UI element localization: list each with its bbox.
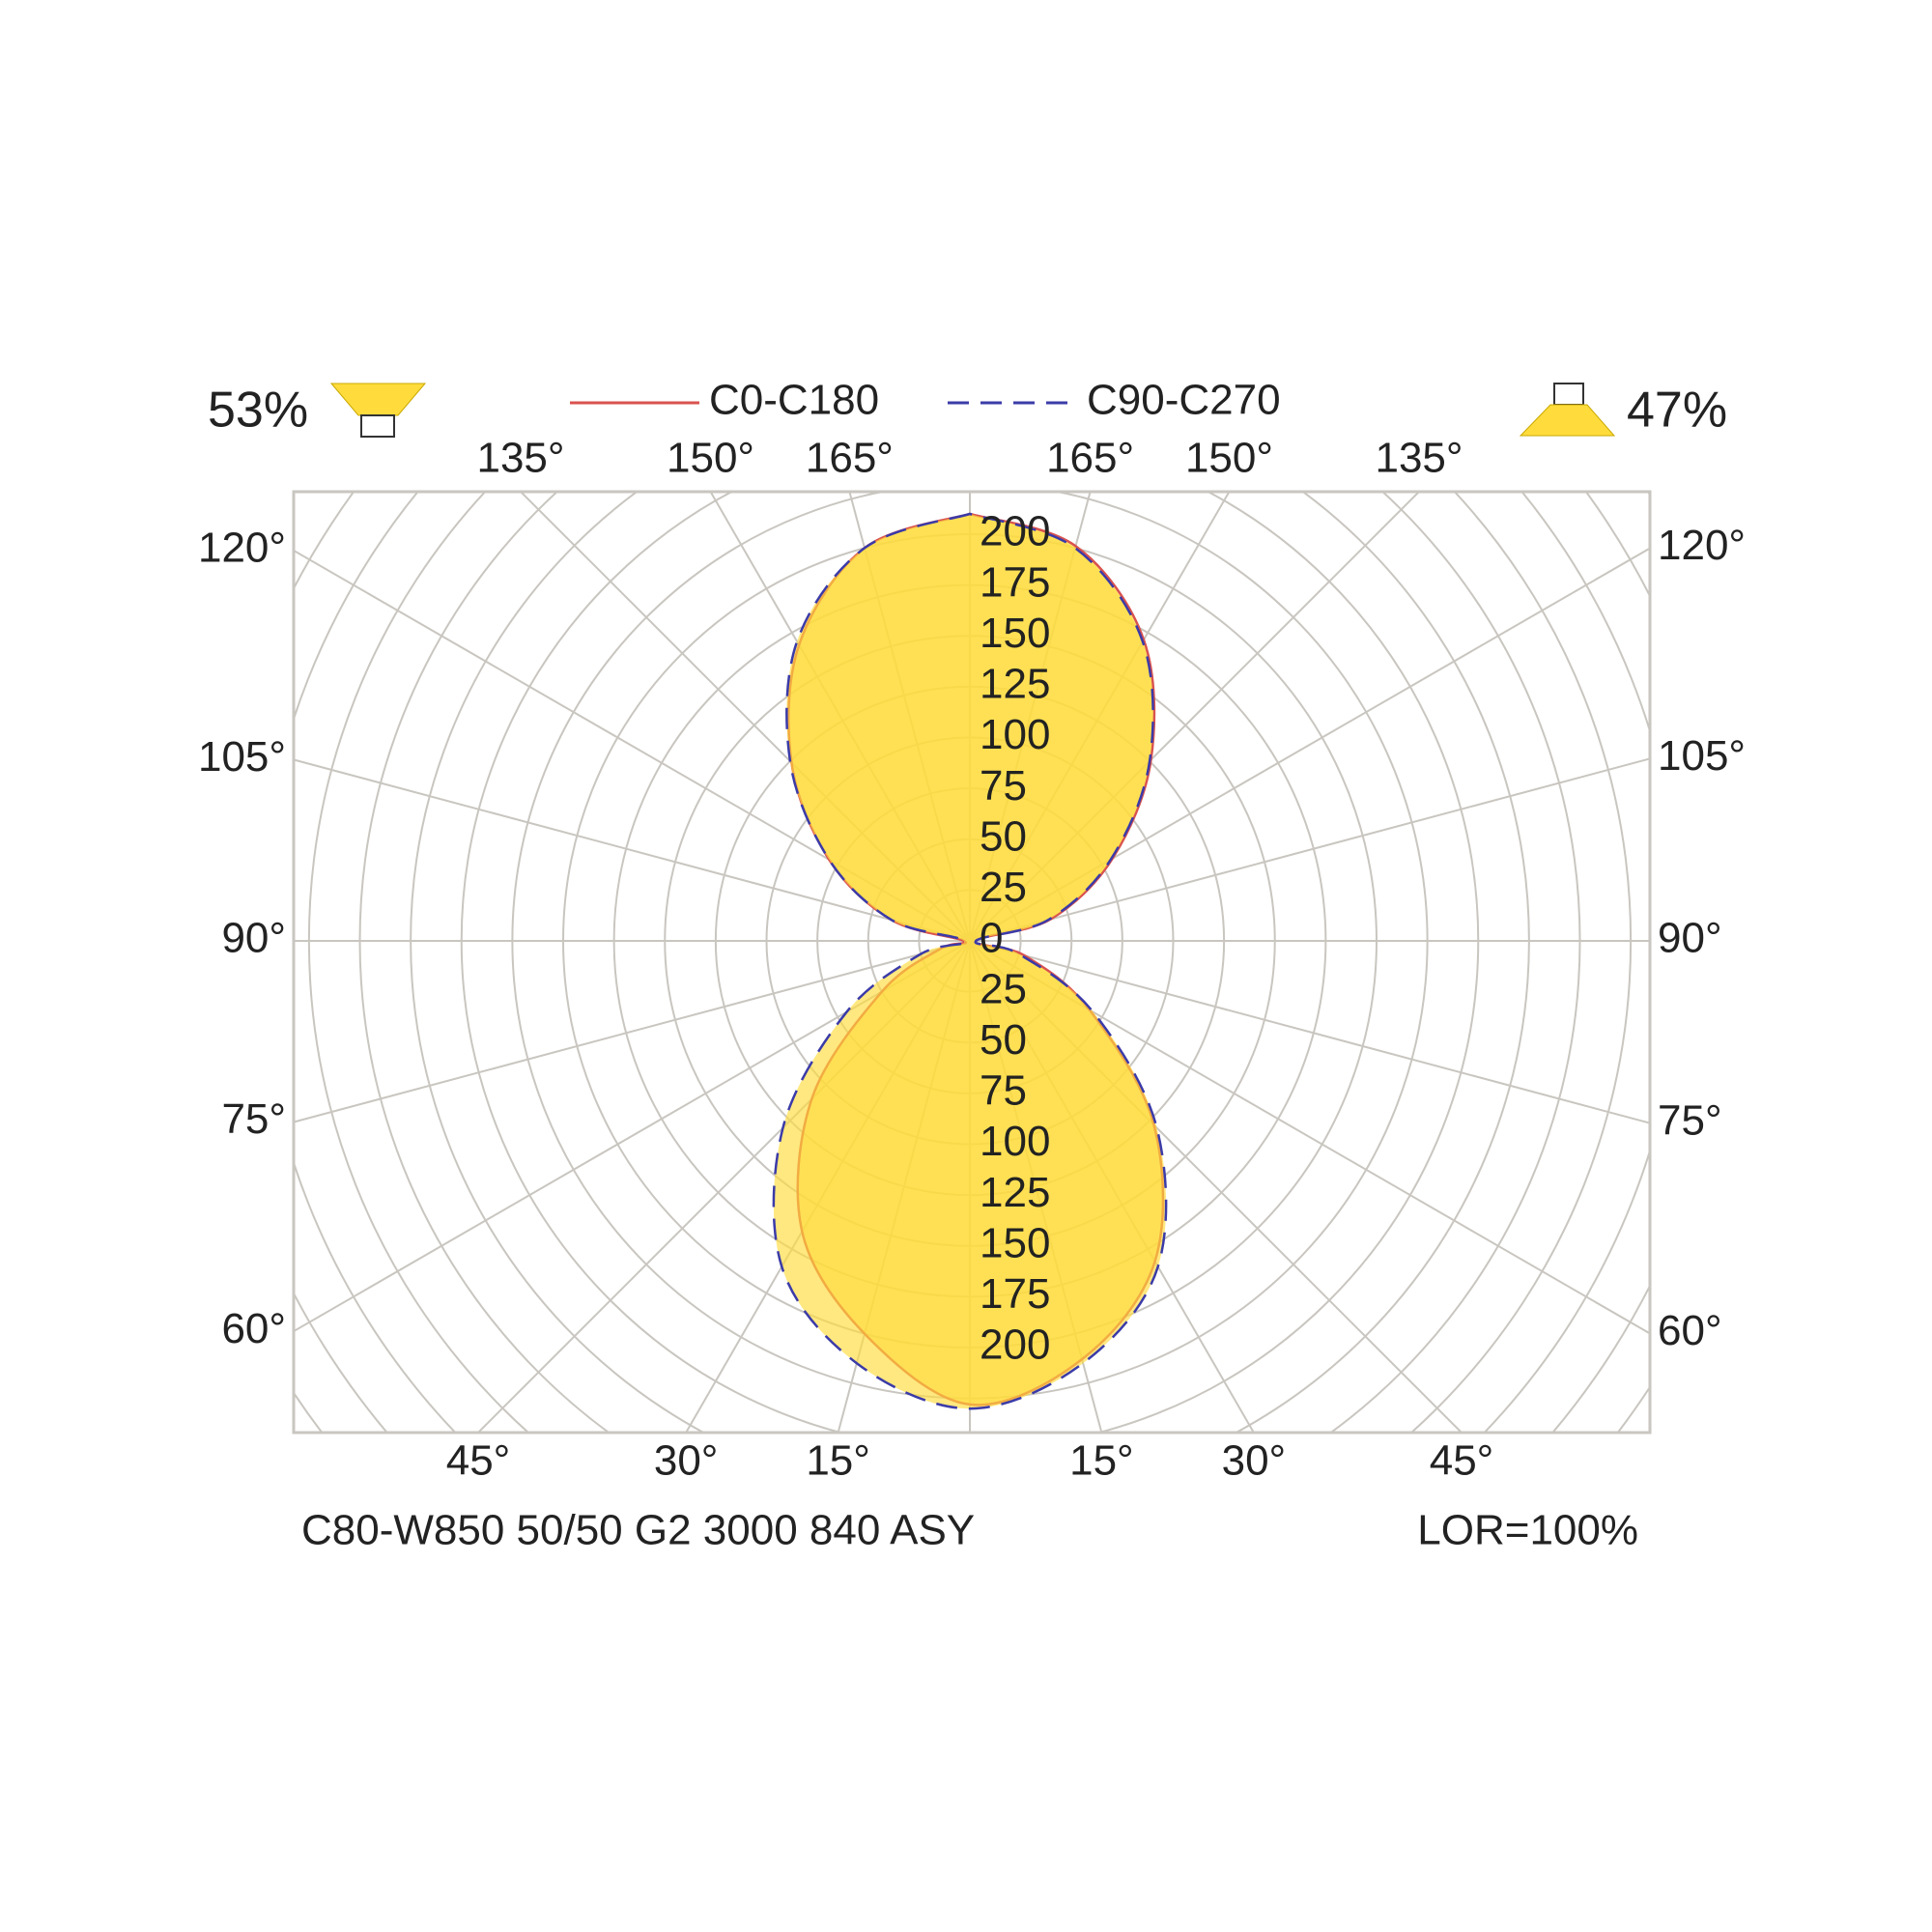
r-tick-label: 0 <box>980 915 1003 962</box>
angle-tick-label: 120° <box>198 524 286 571</box>
r-tick-label: 200 <box>980 1321 1050 1369</box>
downlight-icon <box>329 383 427 438</box>
flux-down-label: 53% <box>208 383 308 439</box>
r-tick-label: 150 <box>980 610 1050 657</box>
angle-tick-label: 45° <box>1430 1437 1494 1485</box>
r-tick-label: 100 <box>980 1118 1050 1165</box>
legend-label: C0-C180 <box>709 377 879 424</box>
r-tick-label: 200 <box>980 508 1050 555</box>
frame <box>292 490 1652 1435</box>
angle-tick-label: 60° <box>221 1305 286 1352</box>
intensity-area <box>773 514 1167 1409</box>
intensity-curve <box>772 512 1168 1410</box>
curves <box>772 512 1168 1410</box>
r-tick-label: 125 <box>980 1169 1050 1216</box>
angle-tick-label: 90° <box>1658 915 1722 962</box>
grid-ray <box>969 940 1650 1124</box>
angle-tick-label: 135° <box>1375 435 1463 482</box>
labels: C0-C180 C90-C2700252550507575100100125125… <box>198 377 1746 1485</box>
angle-tick-label: 30° <box>1222 1437 1287 1485</box>
r-tick-label: 150 <box>980 1219 1050 1266</box>
r-tick-label: 50 <box>980 812 1027 860</box>
legend-label: C90-C270 <box>1087 377 1281 424</box>
r-tick-label: 175 <box>980 558 1050 606</box>
footer-left: C80-W850 50/50 G2 3000 840 ASY <box>301 1507 975 1554</box>
r-tick-label: 75 <box>980 762 1027 810</box>
r-tick-label: 25 <box>980 864 1027 911</box>
angle-tick-label: 135° <box>476 435 564 482</box>
angle-tick-label: 105° <box>198 733 286 781</box>
angle-tick-label: 60° <box>1658 1307 1722 1354</box>
angle-tick-label: 15° <box>806 1437 870 1485</box>
r-tick-label: 175 <box>980 1270 1050 1318</box>
uplight-icon <box>1519 383 1616 437</box>
angle-tick-label: 165° <box>1046 435 1134 482</box>
r-tick-label: 75 <box>980 1067 1027 1115</box>
angle-tick-label: 120° <box>1658 522 1746 569</box>
angle-tick-label: 150° <box>1185 435 1273 482</box>
angle-tick-label: 15° <box>1069 1437 1134 1485</box>
footer-right: LOR=100% <box>1417 1507 1638 1554</box>
angle-tick-label: 105° <box>1658 732 1746 780</box>
r-tick-label: 25 <box>980 965 1027 1012</box>
r-tick-label: 100 <box>980 711 1050 758</box>
angle-tick-label: 45° <box>446 1437 511 1485</box>
angle-tick-label: 150° <box>667 435 754 482</box>
angle-tick-label: 75° <box>221 1095 286 1143</box>
angle-tick-label: 75° <box>1658 1096 1722 1144</box>
r-tick-label: 125 <box>980 661 1050 708</box>
angle-tick-label: 90° <box>221 915 286 962</box>
flux-up-label: 47% <box>1627 383 1727 439</box>
r-tick-label: 50 <box>980 1016 1027 1064</box>
grid-ray <box>969 757 1650 942</box>
angle-tick-label: 165° <box>806 435 894 482</box>
angle-tick-label: 30° <box>654 1437 719 1485</box>
